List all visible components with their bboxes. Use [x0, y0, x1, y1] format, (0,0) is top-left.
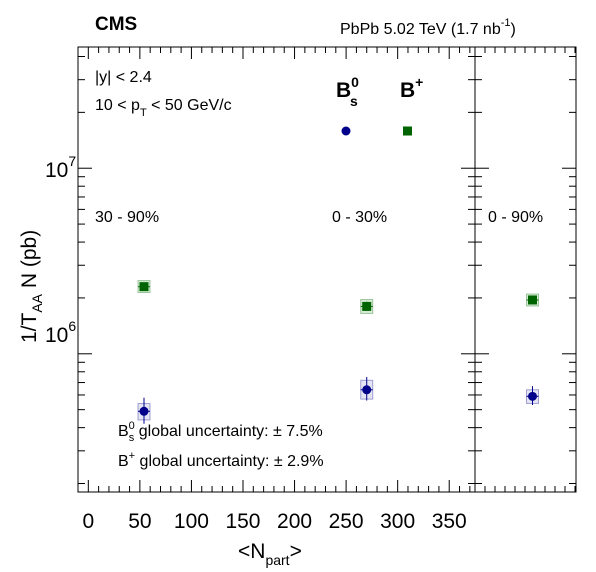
x-tick-label: 250: [329, 510, 364, 533]
x-tick-label: 100: [174, 510, 209, 533]
bs-global-uncertainty: B0 s global uncertainty: ± 7.5%: [118, 420, 323, 444]
legend-bs-marker: [341, 126, 351, 136]
x-tick-label: 0: [82, 510, 94, 533]
experiment-label: CMS: [95, 14, 137, 35]
centrality-label-central: 0 - 30%: [332, 209, 387, 226]
y-tick-label-1e6: 106: [45, 318, 76, 347]
y-axis-label: 1/TAA N (pb): [18, 230, 45, 343]
legend-bs-label: B0 s: [336, 74, 359, 109]
axis-ticks: [78, 47, 576, 492]
bs-data-point: [362, 385, 372, 395]
centrality-label-peripheral: 30 - 90%: [95, 209, 159, 226]
bs-data-point: [528, 391, 537, 401]
bs-data-point: [139, 406, 149, 416]
bp-data-point: [362, 301, 372, 311]
x-tick-label: 50: [128, 510, 151, 533]
y-tick-label-1e7: 107: [45, 153, 76, 182]
bp-data-point: [528, 295, 537, 305]
centrality-label-integrated: 0 - 90%: [488, 209, 543, 226]
data-marks: [137, 280, 539, 424]
x-tick-label: 200: [277, 510, 312, 533]
x-axis-label: <Npart>: [238, 540, 302, 568]
rapidity-label: |y| < 2.4: [95, 69, 152, 86]
x-tick-label: 350: [432, 510, 467, 533]
legend-bp-marker: [403, 126, 412, 136]
integrated-plot-frame: [474, 46, 577, 493]
collision-label: PbPb 5.02 TeV (1.7 nb-1): [340, 17, 516, 38]
x-tick-label: 300: [380, 510, 415, 533]
pt-label: 10 < pT < 50 GeV/c: [95, 97, 232, 119]
legend-bp-label: B+: [400, 74, 423, 102]
bp-data-point: [139, 282, 149, 292]
bp-global-uncertainty: B+ global uncertainty: ± 2.9%: [118, 450, 324, 470]
x-tick-label: 150: [225, 510, 260, 533]
x-tick-labels: 0 50 100 150 200 250 300 350: [82, 510, 466, 533]
